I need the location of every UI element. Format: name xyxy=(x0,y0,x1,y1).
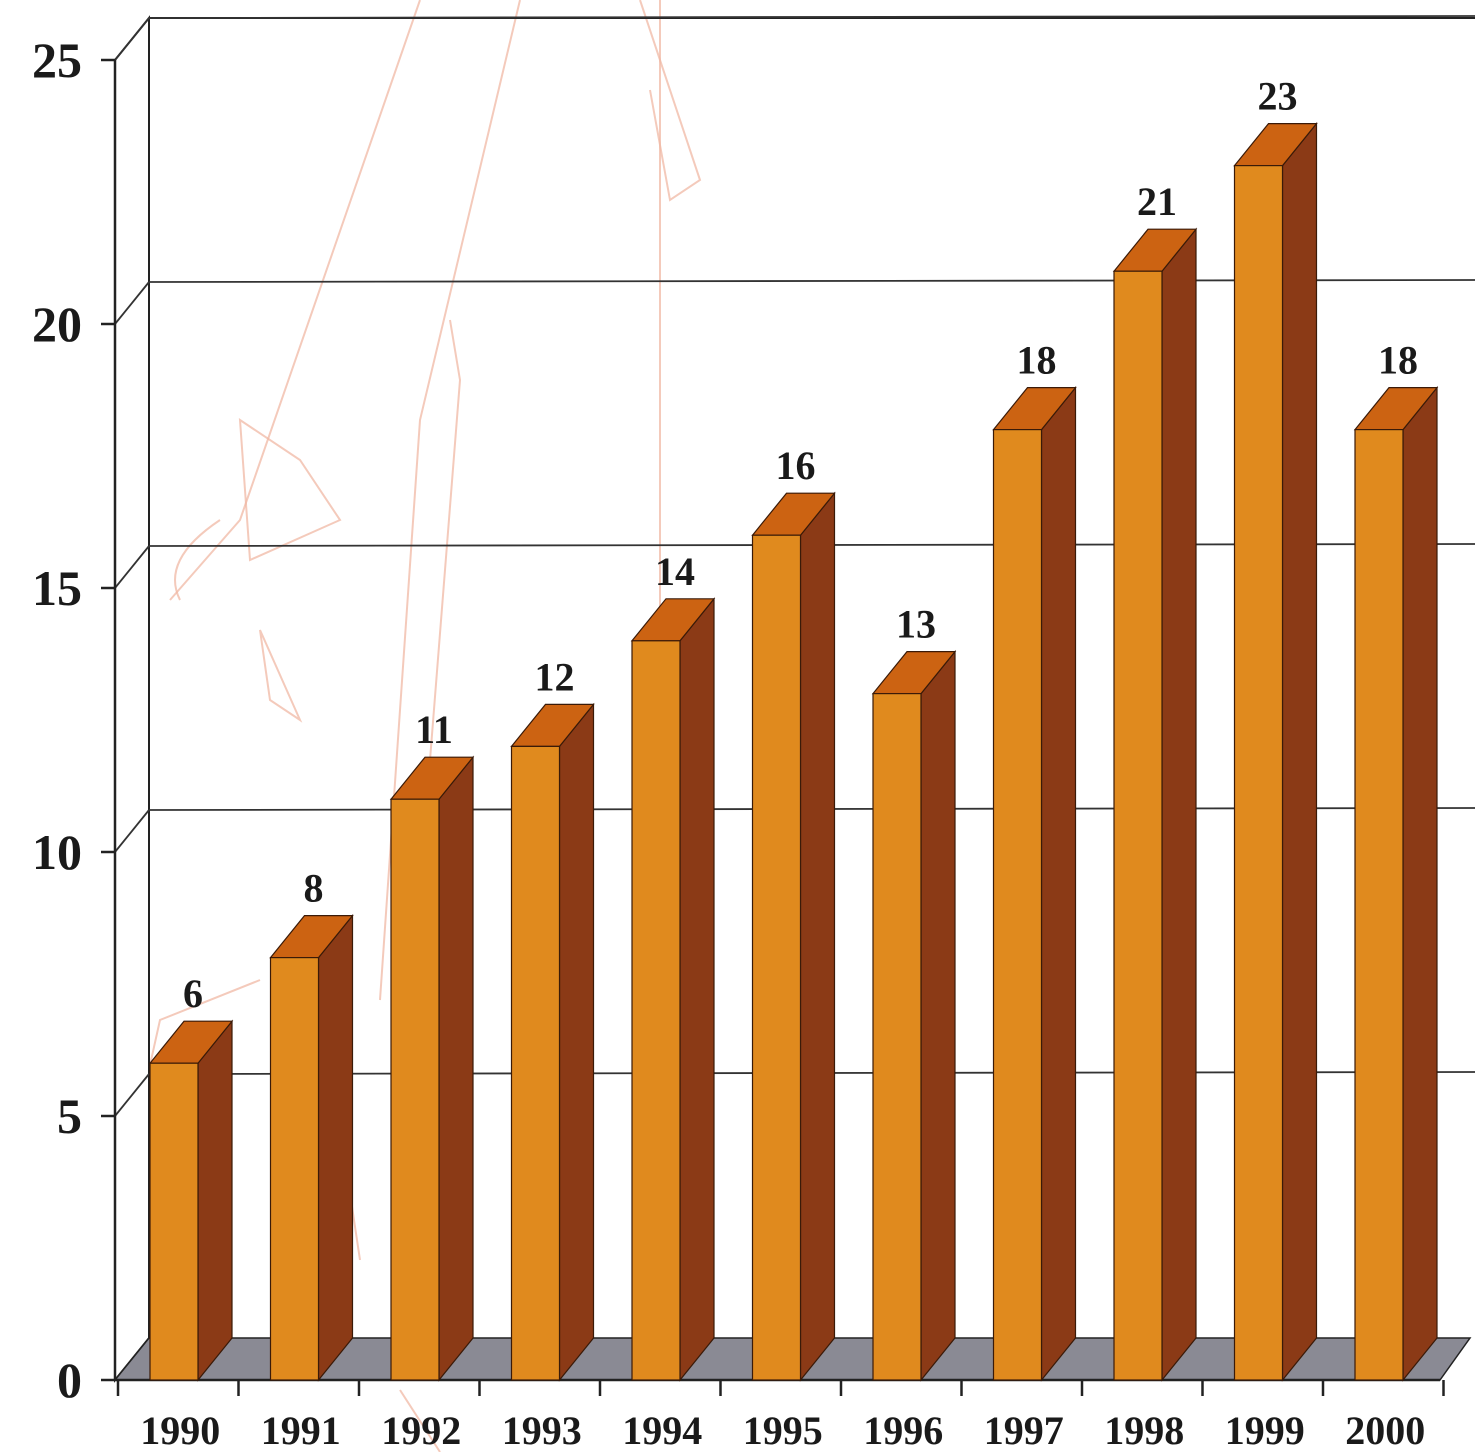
bar-front xyxy=(1354,429,1404,1381)
data-label: 13 xyxy=(896,602,936,647)
bar-front xyxy=(149,1062,199,1381)
x-tick-label: 1994 xyxy=(622,1408,702,1452)
bar-side xyxy=(317,913,354,1382)
bar-1991 xyxy=(269,913,354,1382)
bar-1992 xyxy=(389,755,475,1382)
bar-front xyxy=(510,745,561,1381)
bar-1993 xyxy=(510,702,595,1382)
data-label: 23 xyxy=(1258,74,1298,119)
bars xyxy=(148,121,1439,1382)
bar-side xyxy=(679,597,715,1382)
y-tick-label: 15 xyxy=(32,560,82,616)
bar-front xyxy=(269,956,320,1381)
gridline-wall-segment xyxy=(114,281,150,325)
bar-front xyxy=(992,429,1043,1381)
gridline-wall-segment xyxy=(114,545,150,589)
bar-front xyxy=(1113,270,1163,1381)
data-label: 11 xyxy=(415,707,453,752)
bar-side xyxy=(558,702,595,1382)
gridline-wall-segment xyxy=(114,1073,150,1117)
x-tick-label: 1999 xyxy=(1225,1408,1305,1452)
bar-1999 xyxy=(1233,121,1318,1382)
bar-side xyxy=(438,755,474,1382)
y-tick-label: 10 xyxy=(32,824,82,880)
gridline xyxy=(148,15,1475,19)
x-tick-label: 1995 xyxy=(743,1408,823,1452)
gridline-wall-segment xyxy=(114,17,150,61)
x-tick-label: 1991 xyxy=(261,1408,341,1452)
y-tick-label: 0 xyxy=(57,1352,82,1408)
bar-1994 xyxy=(630,597,716,1382)
data-labels: 6 8 11 12 14 16 13 18 21 23 18 xyxy=(183,74,1418,1017)
bar-1997 xyxy=(992,385,1077,1382)
data-label: 16 xyxy=(776,443,816,488)
bar-side xyxy=(1281,121,1318,1382)
x-tick-label: 1993 xyxy=(502,1408,582,1452)
gridline-wall-segment xyxy=(114,809,150,853)
x-tick-label: 1996 xyxy=(863,1408,943,1452)
data-label: 14 xyxy=(655,549,695,594)
data-label: 8 xyxy=(304,866,324,911)
bar-front xyxy=(872,692,922,1381)
x-tick-label: 1997 xyxy=(984,1408,1064,1452)
data-label: 21 xyxy=(1137,179,1177,224)
bar-side xyxy=(1161,227,1197,1382)
x-tick-label: 1990 xyxy=(140,1408,220,1452)
data-label: 18 xyxy=(1378,338,1418,383)
bar-front xyxy=(390,798,440,1381)
data-label: 12 xyxy=(535,654,575,699)
bar-side xyxy=(799,491,836,1382)
data-label: 18 xyxy=(1017,338,1057,383)
bar-side xyxy=(1402,385,1438,1382)
bar-side xyxy=(197,1019,233,1382)
x-tick-label: 2000 xyxy=(1345,1408,1425,1452)
y-tick-label: 20 xyxy=(32,296,82,352)
bar-1990 xyxy=(148,1019,234,1382)
bar-1995 xyxy=(751,491,836,1382)
bar-front xyxy=(1233,165,1284,1381)
x-tick-label: 1998 xyxy=(1104,1408,1184,1452)
bar-front xyxy=(751,534,802,1381)
tick-labels: 0 5 10 15 20 25 1990 1991 1992 1993 1994 1995 1996 19… xyxy=(32,32,1425,1452)
bar-1998 xyxy=(1112,227,1198,1382)
bar-1996 xyxy=(871,649,957,1382)
bar-front xyxy=(631,640,681,1381)
data-label: 6 xyxy=(183,971,203,1016)
y-tick-label: 5 xyxy=(57,1088,82,1144)
bar-2000 xyxy=(1353,385,1439,1382)
bar-side xyxy=(920,649,956,1382)
left-wall xyxy=(114,15,150,1383)
bar-side xyxy=(1040,385,1077,1382)
x-tick-label: 1992 xyxy=(381,1408,461,1452)
y-tick-label: 25 xyxy=(32,32,82,88)
